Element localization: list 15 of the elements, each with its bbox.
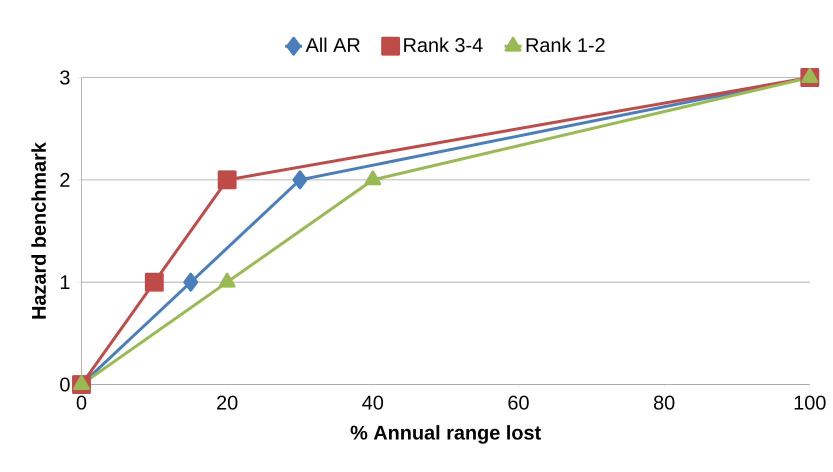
x-tick-label: 20 [217,396,238,410]
legend-label: Rank 3-4 [404,38,483,52]
y-tick-label: 3 [60,70,70,85]
y-tick-label: 2 [60,172,70,187]
x-tick-label: 40 [362,396,384,410]
x-tick-label: 100 [794,396,826,410]
y-tick-label: 0 [60,378,70,392]
legend-label: All AR [306,38,360,52]
y-axis-title: Hazard benchmark [31,142,46,319]
x-tick-label: 80 [654,396,674,410]
legend-label: Rank 1-2 [526,38,605,52]
x-tick-label: 0 [76,396,86,410]
x-tick-label: 60 [508,396,529,410]
x-axis-title: % Annual range lost [350,425,541,444]
y-tick-label: 1 [60,275,70,290]
